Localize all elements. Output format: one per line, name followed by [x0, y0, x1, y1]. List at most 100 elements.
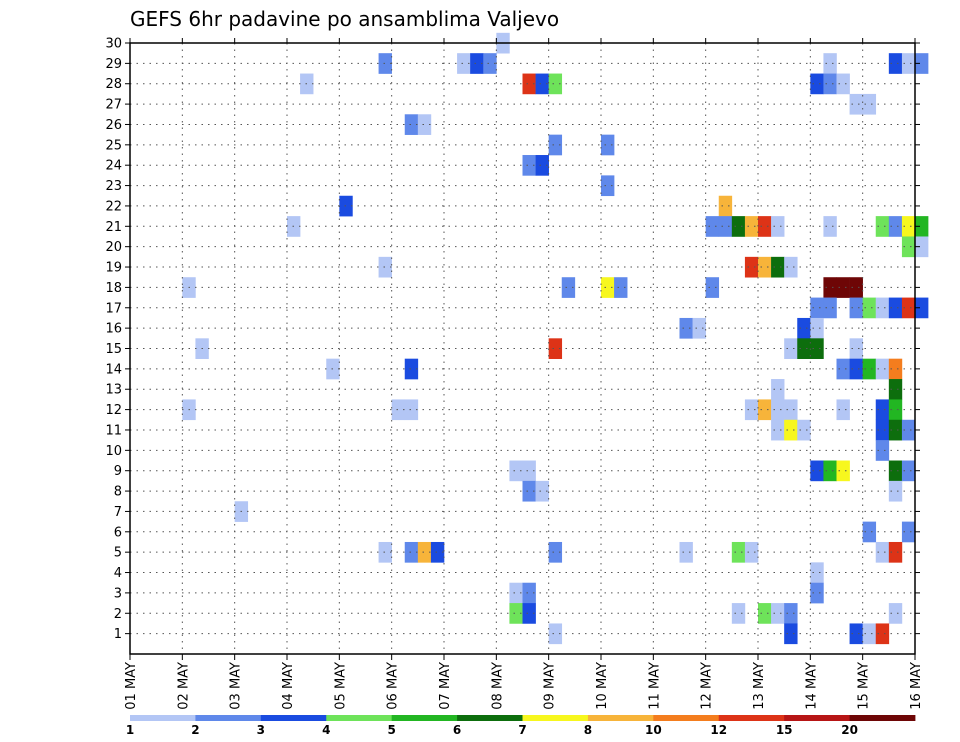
data-cell	[784, 623, 798, 645]
data-cell	[718, 195, 733, 217]
data-cell	[705, 216, 720, 237]
y-tick-label: 17	[105, 301, 122, 316]
data-cell	[404, 541, 419, 563]
data-cell	[601, 134, 615, 156]
data-cell	[535, 155, 549, 176]
data-cell	[823, 277, 837, 298]
data-cell	[875, 297, 890, 319]
data-cell	[548, 134, 563, 156]
data-cell	[404, 358, 419, 380]
legend-label: 2	[191, 723, 199, 737]
data-cell	[784, 338, 798, 359]
y-tick-label: 26	[105, 118, 122, 133]
data-cell	[601, 175, 615, 197]
data-cell	[862, 358, 877, 380]
data-cell	[731, 541, 746, 563]
data-cell	[522, 582, 536, 604]
x-tick-label: 14 MAY	[804, 662, 819, 710]
legend-color-swatch	[195, 715, 262, 721]
data-cell	[509, 582, 523, 604]
data-cell	[888, 541, 903, 563]
data-cell	[888, 399, 903, 421]
data-cell	[483, 53, 497, 74]
legend-color-swatch	[522, 715, 589, 721]
x-tick-label: 06 MAY	[386, 662, 401, 710]
legend-color-swatch	[653, 715, 720, 721]
data-cell	[823, 460, 837, 482]
data-cell	[548, 73, 563, 95]
data-cell	[836, 399, 850, 421]
data-cell	[561, 277, 576, 298]
y-tick-label: 27	[105, 98, 122, 113]
data-cell	[601, 277, 615, 298]
data-cell	[888, 53, 903, 74]
y-tick-label: 21	[105, 220, 122, 235]
x-tick-label: 01 MAY	[124, 662, 139, 710]
data-cell	[862, 521, 877, 543]
data-cell	[457, 53, 471, 74]
x-tick-label: 15 MAY	[857, 662, 872, 710]
data-cell	[810, 582, 824, 604]
legend-color-swatch	[326, 715, 393, 721]
data-cell	[509, 603, 523, 624]
legend-label: 15	[776, 723, 793, 737]
legend-label: 10	[645, 723, 662, 737]
heatmap-cells	[182, 32, 929, 645]
legend-label: 1	[126, 723, 134, 737]
x-tick-label: 09 MAY	[543, 662, 558, 710]
x-tick-label: 02 MAY	[176, 662, 191, 710]
legend-color-swatch	[391, 715, 458, 721]
data-cell	[771, 603, 785, 624]
y-tick-label: 20	[105, 240, 122, 255]
data-cell	[901, 297, 916, 319]
y-tick-label: 4	[114, 566, 122, 581]
data-cell	[614, 277, 628, 298]
data-cell	[771, 256, 785, 278]
x-tick-label: 04 MAY	[281, 662, 296, 710]
data-cell	[378, 53, 392, 74]
y-tick-label: 19	[105, 261, 122, 276]
data-cell	[797, 338, 811, 359]
data-cell	[771, 216, 785, 237]
data-cell	[548, 338, 563, 359]
legend-label: 20	[841, 723, 858, 737]
y-tick-label: 18	[105, 281, 122, 296]
data-cell	[915, 297, 929, 319]
y-tick-label: 28	[105, 77, 122, 92]
data-cell	[849, 93, 863, 115]
x-tick-label: 07 MAY	[438, 662, 453, 710]
y-tick-label: 3	[114, 586, 122, 601]
legend-label: 3	[257, 723, 265, 737]
data-cell	[744, 399, 759, 421]
x-tick-label: 10 MAY	[595, 662, 610, 710]
data-cell	[744, 216, 759, 237]
data-cell	[522, 460, 536, 482]
y-tick-label: 15	[105, 342, 122, 357]
color-legend: 1 2 3 4 5 6 7 8 10 12 15 20	[126, 715, 916, 737]
data-cell	[836, 460, 850, 482]
data-cell	[888, 603, 903, 624]
legend-color-swatch	[849, 715, 916, 721]
data-cell	[810, 73, 824, 95]
y-tick-label: 16	[105, 322, 122, 337]
data-cell	[901, 216, 916, 237]
data-cell	[404, 114, 419, 135]
y-tick-label: 8	[114, 485, 122, 500]
y-tick-label: 7	[114, 505, 122, 520]
data-cell	[758, 256, 772, 278]
data-cell	[875, 440, 890, 461]
data-cell	[875, 419, 890, 441]
legend-color-swatch	[457, 715, 523, 721]
data-cell	[797, 317, 811, 339]
legend-label: 7	[518, 723, 526, 737]
y-tick-label: 22	[105, 199, 122, 214]
data-cell	[888, 480, 903, 502]
data-cell	[862, 93, 877, 115]
data-cell	[836, 358, 850, 380]
data-cell	[744, 256, 759, 278]
data-cell	[378, 256, 392, 278]
data-cell	[901, 53, 916, 74]
data-cell	[391, 399, 406, 421]
legend-label: 4	[322, 723, 330, 737]
data-cell	[849, 277, 863, 298]
